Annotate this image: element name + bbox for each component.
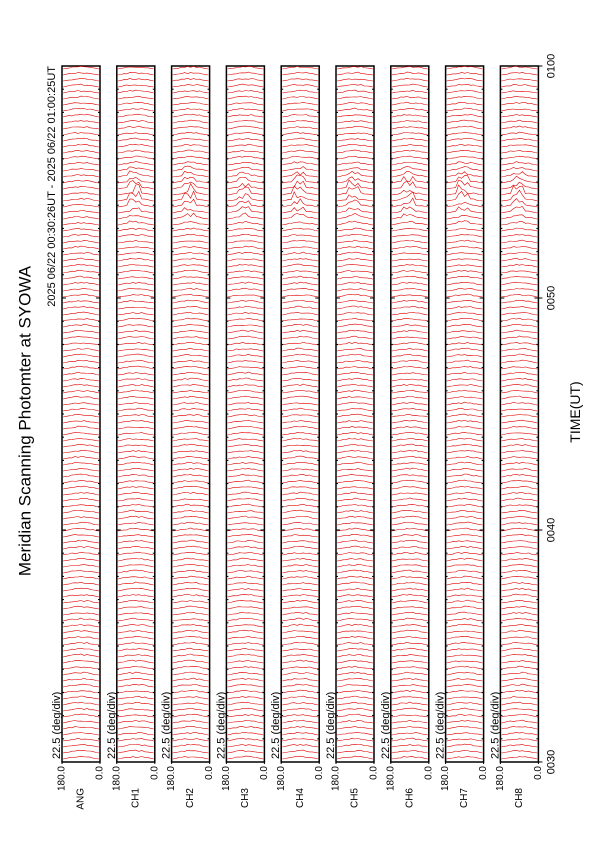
chart-subtitle: 2025 06/22 00:30:26UT - 2025 06/22 01:00… — [46, 66, 58, 307]
y-tick-label: 180.0 — [166, 766, 177, 791]
panel-label: CH7 — [459, 788, 470, 808]
scan-traces — [117, 66, 154, 760]
panel-frame — [170, 65, 211, 763]
scale-label: 22.5 (deg/div) — [489, 692, 501, 759]
scan-traces — [172, 65, 209, 760]
x-axis-label: TIME(UT) — [567, 381, 583, 442]
scan-traces — [501, 65, 538, 760]
panel-label: CH1 — [130, 788, 141, 808]
panel-label: CH3 — [240, 788, 251, 808]
x-tick-label: 0040 — [545, 518, 557, 542]
scan-traces — [446, 65, 483, 760]
y-tick-label: 180.0 — [331, 766, 342, 791]
y-tick-label: 180.0 — [495, 766, 506, 791]
y-tick-label: 180.0 — [57, 766, 68, 791]
scale-label: 22.5 (deg/div) — [215, 692, 227, 759]
y-tick-label: 0.0 — [314, 766, 325, 780]
y-tick-label: 180.0 — [385, 766, 396, 791]
y-tick-label: 0.0 — [423, 766, 434, 780]
y-tick-label: 180.0 — [440, 766, 451, 791]
scale-label: 22.5 (deg/div) — [325, 692, 337, 759]
x-tick-label: 0050 — [545, 286, 557, 310]
y-tick-label: 0.0 — [95, 766, 106, 780]
scale-label: 22.5 (deg/div) — [161, 692, 173, 759]
scale-label: 22.5 (deg/div) — [106, 692, 118, 759]
y-tick-label: 0.0 — [204, 766, 215, 780]
x-tick-label: 0030 — [545, 750, 557, 774]
y-tick-label: 0.0 — [149, 766, 160, 780]
panel-label: CH5 — [350, 788, 361, 808]
scan-traces — [282, 65, 319, 760]
panel-label: CH2 — [185, 788, 196, 808]
scan-traces — [62, 65, 100, 760]
y-tick-label: 0.0 — [478, 766, 489, 780]
x-tick-label: 0100 — [545, 54, 557, 78]
panel-frame — [116, 65, 156, 763]
scan-traces — [227, 65, 264, 760]
y-tick-label: 180.0 — [221, 766, 232, 791]
y-tick-label: 180.0 — [111, 766, 122, 791]
y-tick-label: 0.0 — [533, 766, 544, 780]
scale-label: 22.5 (deg/div) — [435, 692, 447, 759]
y-tick-label: 0.0 — [369, 766, 380, 780]
rotated-chart: Meridian Scanning Photomter at SYOWA 202… — [15, 54, 583, 810]
panel-label: CH6 — [404, 788, 415, 808]
panel-label: ANG — [76, 788, 87, 810]
scale-label: 22.5 (deg/div) — [270, 692, 282, 759]
scale-label: 22.5 (deg/div) — [51, 692, 63, 759]
scale-label: 22.5 (deg/div) — [380, 692, 392, 759]
chart-title: Meridian Scanning Photomter at SYOWA — [15, 265, 34, 576]
scan-traces — [391, 66, 428, 760]
y-tick-label: 0.0 — [259, 766, 270, 780]
panel-label: CH4 — [295, 788, 306, 808]
panel-label: CH8 — [514, 788, 525, 808]
scan-traces — [336, 66, 374, 760]
y-tick-label: 180.0 — [276, 766, 287, 791]
